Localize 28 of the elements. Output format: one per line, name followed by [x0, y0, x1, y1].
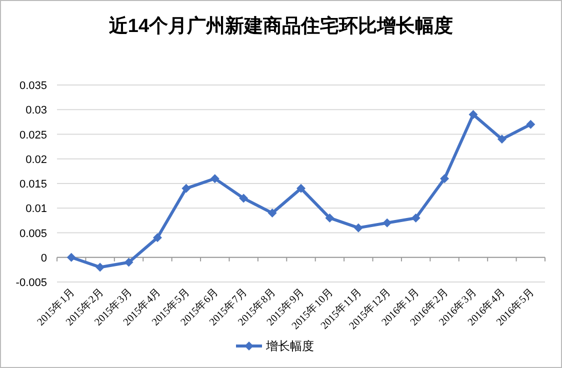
point [526, 120, 536, 129]
y-tick-label: 0.005 [19, 228, 47, 240]
y-tick-label: 0.03 [26, 104, 47, 117]
point [182, 184, 191, 193]
chart-title: 近14个月广州新建商品住宅环比增长幅度 [108, 15, 454, 37]
point [411, 213, 420, 222]
point [497, 134, 506, 144]
point [354, 223, 363, 232]
point [382, 218, 392, 228]
y-tick-label: 0 [40, 252, 47, 264]
point [440, 174, 450, 184]
point [210, 174, 220, 184]
y-tick-label: 0.01 [26, 203, 47, 216]
legend-label: 增长幅度 [265, 339, 314, 353]
y-tick-label: 0.015 [19, 178, 47, 190]
y-tick-label: 0.025 [19, 129, 47, 142]
point [124, 258, 134, 267]
point [268, 208, 277, 218]
point [296, 184, 306, 193]
y-tick-label: -0.005 [16, 277, 47, 289]
point [468, 110, 478, 120]
y-tick-label: 0.02 [26, 154, 47, 166]
point [152, 233, 162, 242]
point [96, 262, 105, 272]
point [239, 194, 248, 203]
y-tick-label: 0.035 [19, 80, 47, 92]
point [66, 252, 76, 262]
point [325, 213, 334, 222]
